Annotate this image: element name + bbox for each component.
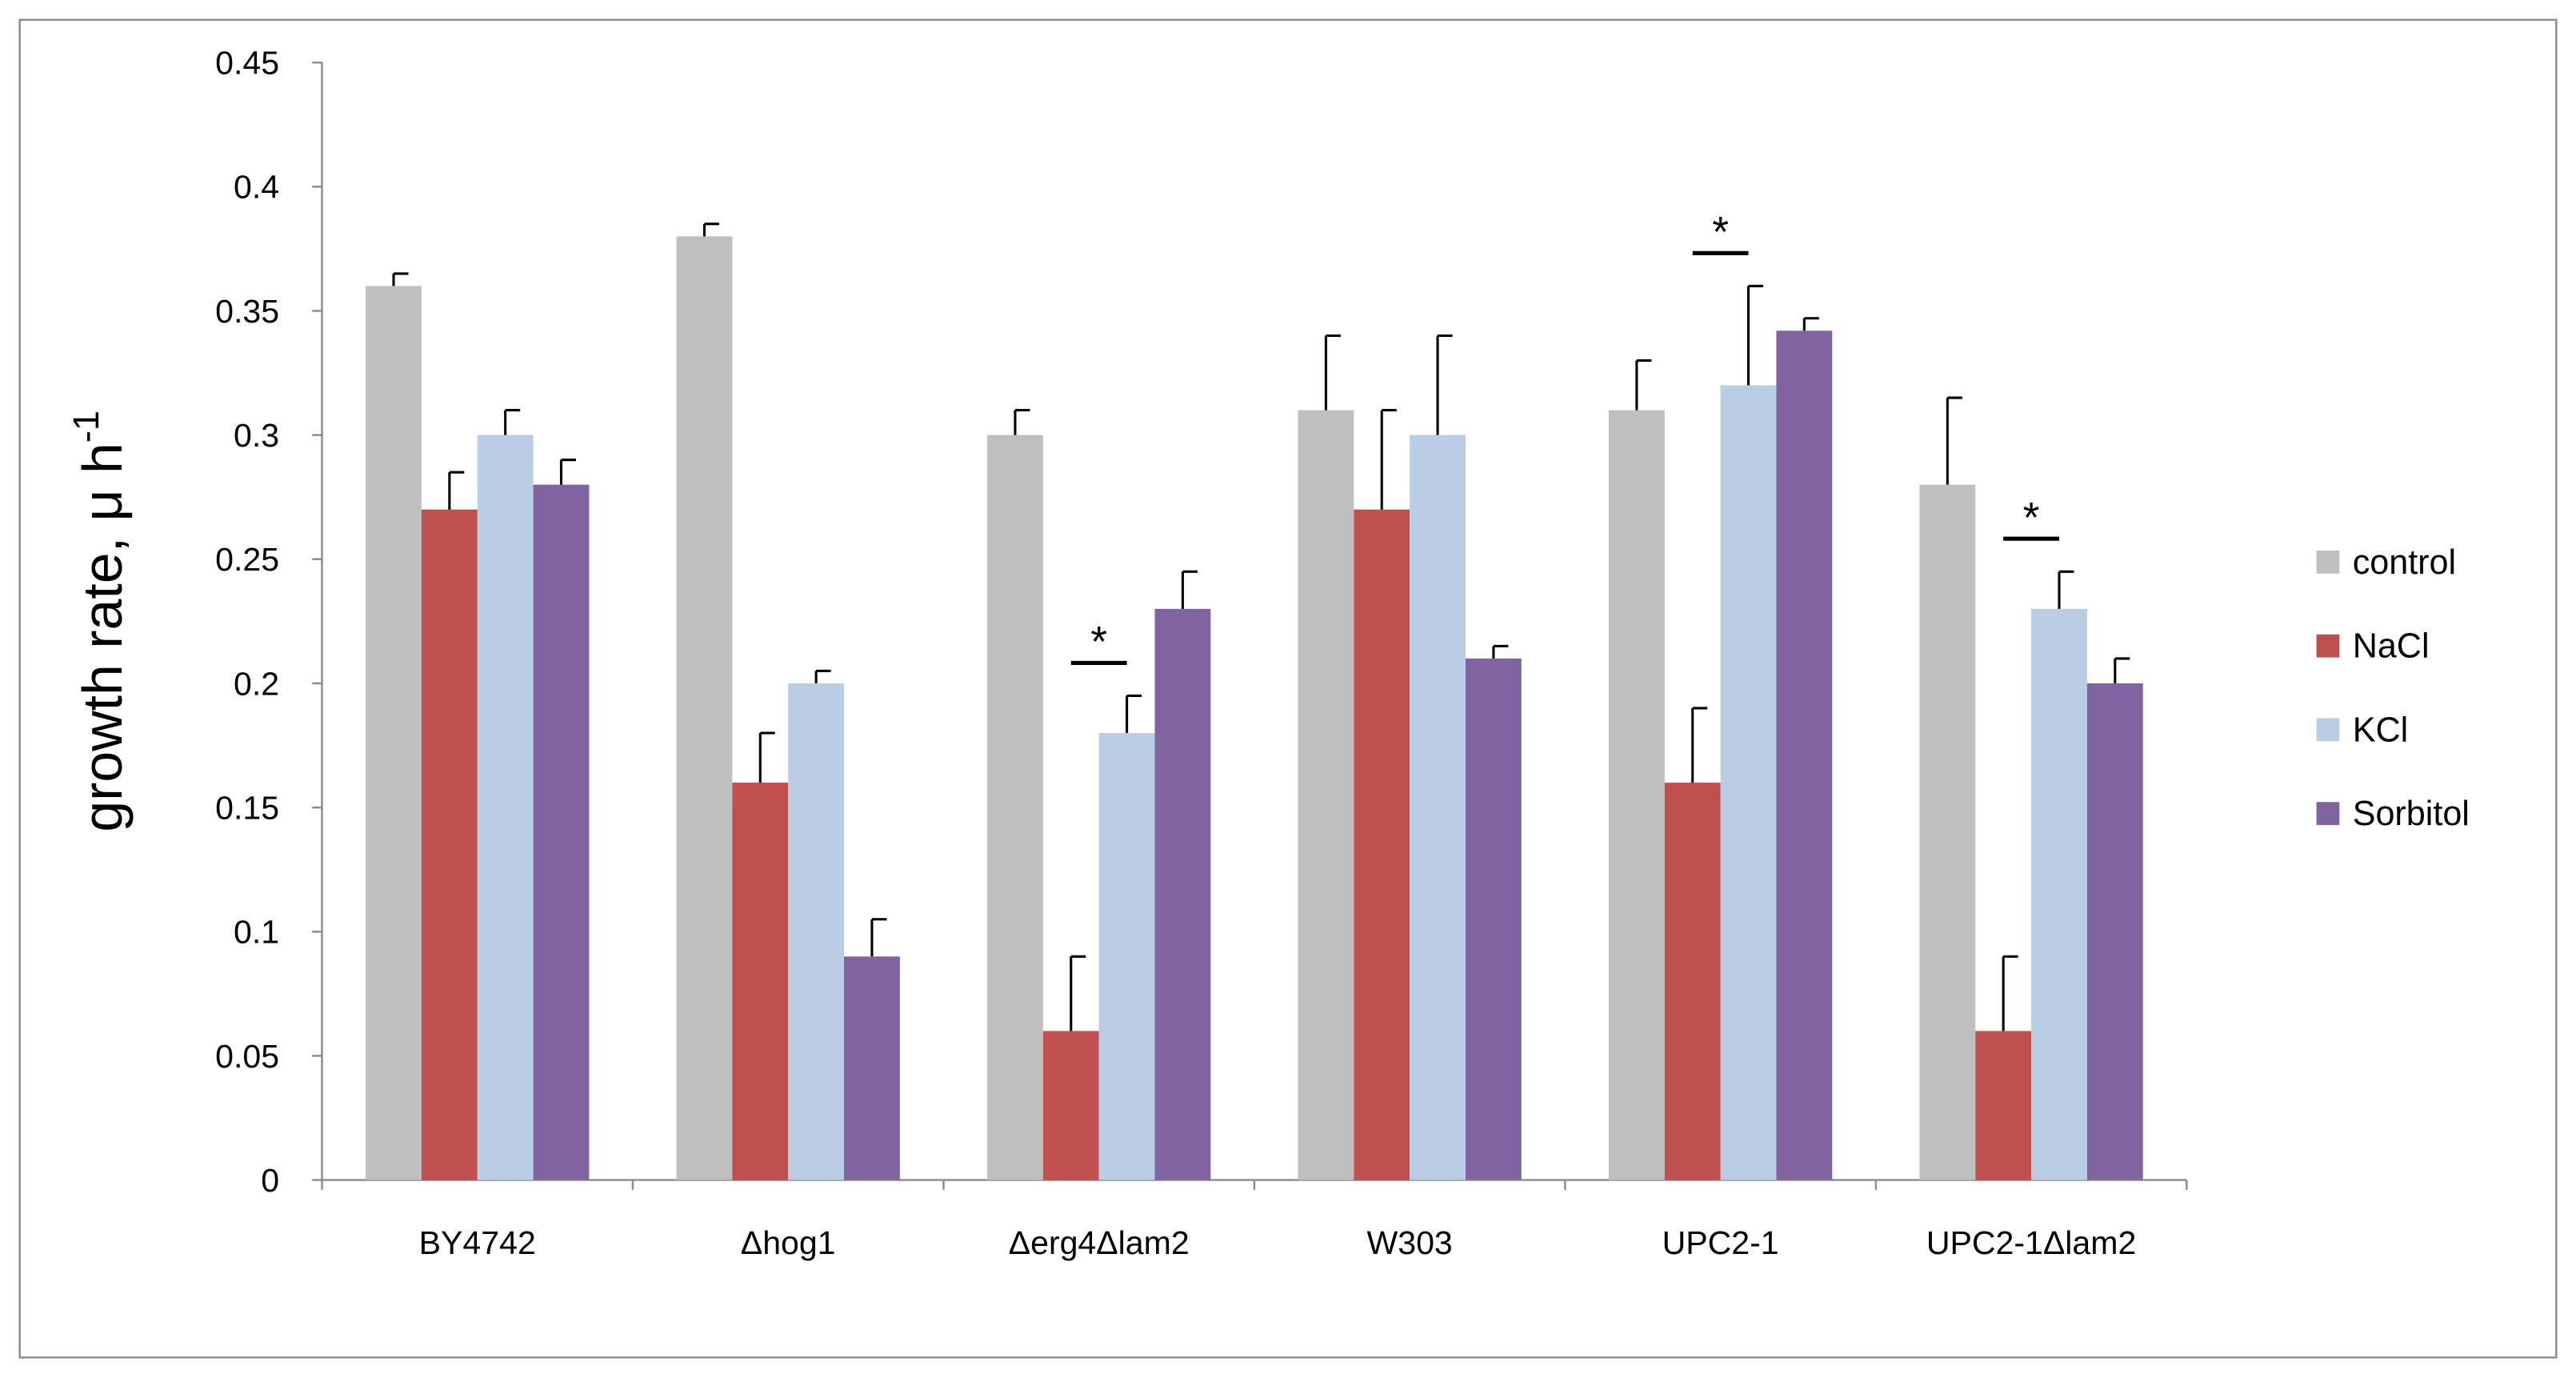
significance-marker: * — [1090, 619, 1107, 666]
bar — [421, 509, 478, 1180]
bar — [1608, 410, 1665, 1180]
error-bar — [1946, 396, 1962, 485]
bar — [1410, 435, 1466, 1180]
error-bar — [1126, 694, 1142, 733]
bar — [1975, 1031, 2032, 1180]
legend-swatch — [2316, 718, 2340, 742]
legend-swatch — [2316, 802, 2340, 825]
error-bar — [1070, 955, 1086, 1032]
bar — [1298, 410, 1354, 1180]
bar — [844, 956, 900, 1180]
y-tick-label: 0.25 — [215, 541, 279, 578]
legend-swatch — [2316, 551, 2340, 574]
y-axis-title-main: growth rate, μ h — [71, 443, 134, 831]
bar — [1154, 608, 1211, 1180]
bar — [1465, 658, 1522, 1180]
bar — [1354, 509, 1410, 1180]
error-bar — [1181, 570, 1198, 609]
error-bar — [392, 272, 409, 286]
bar — [788, 683, 845, 1180]
error-bar — [2002, 955, 2018, 1032]
x-tick-label: BY4742 — [419, 1224, 536, 1261]
y-axis-title-superscript: -1 — [66, 411, 106, 443]
error-bar — [1014, 409, 1030, 435]
bar — [366, 286, 422, 1180]
bar — [1664, 783, 1721, 1180]
bar — [2031, 608, 2087, 1180]
y-tick-label: 0.35 — [215, 293, 279, 330]
bar — [732, 783, 789, 1180]
error-bar — [1691, 707, 1708, 783]
error-bar — [1635, 359, 1652, 411]
bar — [2086, 683, 2143, 1180]
x-tick-label: W303 — [1366, 1224, 1452, 1261]
legend-label: NaCl — [2353, 627, 2430, 666]
error-bar — [814, 669, 831, 683]
y-tick-label: 0.3 — [234, 417, 279, 454]
bar — [477, 435, 534, 1180]
error-bar — [1380, 409, 1397, 510]
y-tick-label: 0.05 — [215, 1038, 279, 1075]
y-tick-label: 0.1 — [234, 914, 279, 951]
x-tick-label: UPC2-1Δlam2 — [1926, 1224, 2136, 1261]
significance-marker: * — [1712, 209, 1729, 256]
error-bar — [1746, 284, 1763, 386]
bar — [1042, 1031, 1099, 1180]
y-tick-label: 0.4 — [234, 169, 279, 206]
error-bar — [2114, 657, 2130, 683]
bar — [533, 484, 590, 1180]
error-bar — [448, 471, 465, 510]
error-bar — [504, 409, 521, 435]
legend-swatch — [2316, 634, 2340, 658]
bar — [987, 435, 1043, 1180]
error-bar — [1802, 317, 1819, 331]
legend-label: KCl — [2353, 711, 2408, 749]
bar — [1720, 385, 1777, 1180]
y-axis-title: growth rate, μ h-1 — [66, 411, 134, 832]
y-tick-label: 0.15 — [215, 789, 279, 826]
significance-marker: * — [2023, 495, 2040, 542]
x-tick-label: Δerg4Δlam2 — [1009, 1224, 1190, 1261]
error-bar — [1492, 644, 1509, 659]
error-bar — [559, 459, 576, 485]
legend-label: control — [2353, 543, 2456, 582]
error-bar — [758, 731, 775, 783]
bar — [1776, 330, 1833, 1180]
error-bar — [2058, 570, 2074, 609]
x-tick-label: UPC2-1 — [1662, 1224, 1779, 1261]
x-tick-label: Δhog1 — [741, 1224, 836, 1261]
error-bar — [702, 222, 719, 237]
legend-label: Sorbitol — [2353, 795, 2470, 833]
bar — [1919, 484, 1976, 1180]
error-bar — [1324, 334, 1341, 411]
error-bar — [870, 918, 887, 957]
error-bar — [1436, 334, 1453, 435]
y-tick-label: 0 — [261, 1162, 279, 1199]
y-tick-label: 0.45 — [215, 45, 279, 82]
bar — [676, 236, 733, 1180]
bar — [1098, 733, 1155, 1180]
y-tick-label: 0.2 — [234, 665, 279, 702]
